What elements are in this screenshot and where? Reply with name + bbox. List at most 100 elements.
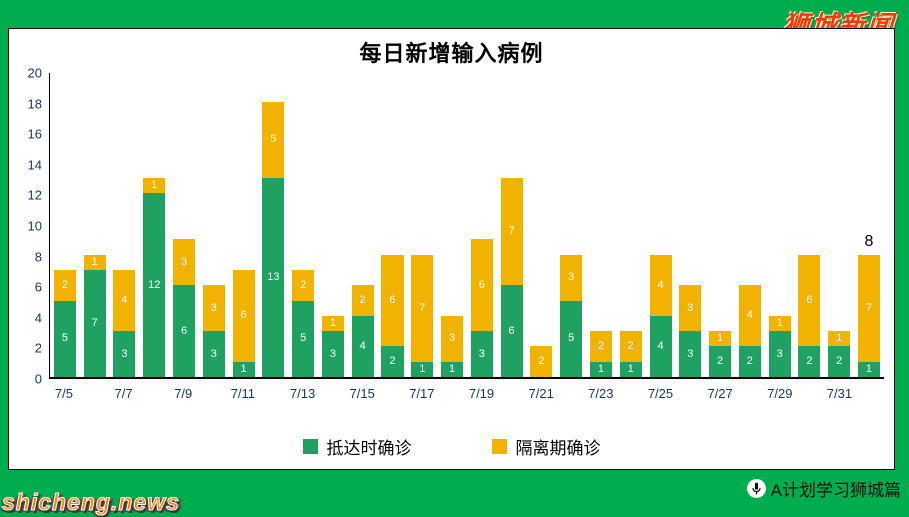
y-tick-label: 20 (27, 65, 42, 81)
arrival-segment: 2 (381, 346, 404, 377)
quarantine-segment: 6 (798, 254, 821, 347)
arrival-segment: 1 (857, 361, 880, 377)
chart-panel: 每日新增输入病例 20 18 16 14 12 10 8 6 4 2 0 2 5 1 7 4 3 1 12 3 6 3 3… (8, 28, 895, 470)
quarantine-segment: 7 (411, 254, 434, 362)
x-tick-label: 7/7 (114, 386, 133, 401)
quarantine-segment: 3 (560, 254, 583, 301)
x-tick-label: 7/19 (468, 386, 495, 401)
y-tick-label: 12 (27, 187, 42, 203)
arrival-segment: 3 (113, 331, 136, 377)
quarantine-segment: 1 (321, 315, 344, 332)
arrival-segment: 6 (500, 285, 523, 377)
arrival-segment: 13 (262, 178, 285, 377)
arrival-segment: 5 (292, 300, 315, 377)
legend-item-arrival: 抵达时确诊 (302, 434, 412, 459)
arrival-segment: 12 (143, 193, 166, 377)
legend-label-arrival: 抵达时确诊 (326, 439, 412, 458)
arrival-segment: 1 (619, 361, 642, 377)
quarantine-segment: 4 (113, 269, 136, 332)
arrival-segment: 5 (53, 300, 76, 377)
arrival-segment: 2 (798, 346, 821, 377)
y-tick-label: 14 (27, 157, 42, 173)
legend-label-quarantine: 隔离期确诊 (515, 439, 601, 458)
plot-area: 2 5 1 7 4 3 1 12 3 6 3 3 6 1 5 13 2 5 1 3 2 4 6 2 7 1 3 1 6 3 7 6 2 3 5 2 1 2… (49, 73, 884, 379)
y-axis: 20 18 16 14 12 10 8 6 4 2 0 (15, 66, 49, 387)
quarantine-segment: 3 (679, 285, 702, 332)
quarantine-segment: 3 (441, 315, 464, 362)
arrival-segment: 4 (351, 315, 374, 377)
credit-text: A计划学习狮城篇 (770, 481, 901, 500)
x-tick-label (258, 379, 288, 401)
x-tick-label: 7/25 (647, 386, 674, 401)
quarantine-segment: 2 (530, 346, 553, 377)
x-axis: 7/5 7/7 7/9 7/11 7/13 7/15 7/17 7/19 7/21 7/23 7/2… (49, 379, 884, 401)
arrival-segment: 1 (232, 361, 255, 377)
chart-title: 每日新增输入病例 (359, 41, 544, 66)
x-tick-label: 7/11 (230, 386, 256, 401)
bottom-right-credit: A计划学习狮城篇 (746, 476, 901, 501)
arrival-segment: 2 (709, 346, 732, 377)
x-tick-label: 7/23 (588, 386, 614, 401)
x-tick-label: 7/15 (349, 386, 375, 401)
x-tick-label (79, 379, 109, 401)
y-tick-label: 4 (34, 310, 42, 326)
bar-slot: 2 (527, 73, 557, 377)
bar-slot: 5 13 (258, 73, 288, 377)
microphone-icon (746, 479, 766, 498)
bar-slot: 1 12 (139, 73, 169, 377)
x-tick-label (854, 379, 884, 401)
y-tick-label: 18 (27, 96, 42, 112)
quarantine-segment: 1 (768, 315, 791, 332)
arrival-segment: 6 (173, 285, 196, 377)
x-tick-label: 7/17 (409, 386, 435, 401)
arrival-segment: 7 (83, 269, 106, 377)
arrival-segment: 3 (202, 331, 225, 377)
x-tick-label (437, 379, 467, 401)
legend-swatch-quarantine (491, 439, 507, 454)
quarantine-segment: 1 (83, 254, 106, 270)
arrival-segment: 3 (321, 331, 344, 377)
arrival-segment: 4 (649, 315, 672, 377)
x-tick-label (675, 379, 705, 401)
y-tick-label: 6 (34, 279, 42, 295)
arrival-segment: 1 (589, 361, 612, 377)
x-tick-label: 7/5 (54, 386, 73, 401)
arrival-segment: 3 (768, 331, 791, 377)
quarantine-segment: 2 (351, 285, 374, 316)
arrival-segment: 3 (679, 331, 702, 377)
quarantine-segment: 3 (173, 239, 196, 286)
x-tick-label (496, 379, 526, 401)
stacked-bar: 5 13 (262, 101, 285, 377)
